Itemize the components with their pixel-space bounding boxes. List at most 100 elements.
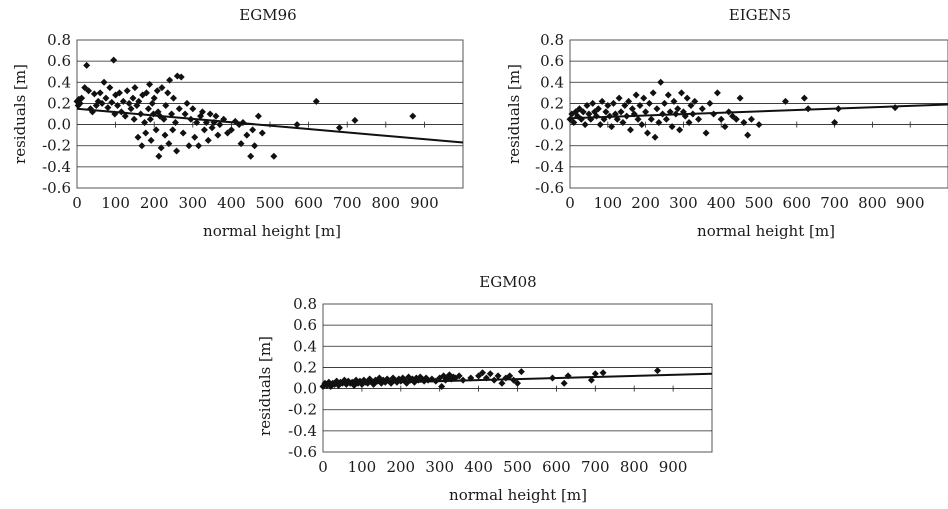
data-point bbox=[609, 99, 617, 107]
x-tick-label: 0 bbox=[318, 458, 328, 476]
data-point bbox=[606, 112, 614, 120]
x-tick-label: 500 bbox=[256, 194, 285, 212]
data-point bbox=[482, 374, 490, 382]
data-point bbox=[98, 99, 106, 107]
data-point bbox=[90, 90, 98, 98]
data-point bbox=[585, 110, 593, 118]
x-tick-label: 800 bbox=[371, 194, 400, 212]
data-point bbox=[270, 152, 278, 160]
data-point bbox=[587, 115, 595, 123]
data-point bbox=[651, 133, 659, 141]
data-point bbox=[169, 126, 177, 134]
data-point bbox=[455, 372, 463, 380]
data-point bbox=[206, 110, 214, 118]
x-tick-label: 100 bbox=[101, 194, 130, 212]
data-point bbox=[634, 115, 642, 123]
data-point bbox=[131, 84, 139, 92]
data-point bbox=[831, 118, 839, 126]
x-tick-label: 500 bbox=[503, 458, 532, 476]
data-point bbox=[114, 102, 122, 110]
data-point bbox=[254, 112, 262, 120]
data-point bbox=[587, 376, 595, 384]
x-tick-label: 400 bbox=[217, 194, 246, 212]
data-point bbox=[494, 372, 502, 380]
data-point bbox=[134, 133, 142, 141]
data-point bbox=[293, 121, 301, 129]
data-point bbox=[335, 124, 343, 132]
y-tick-label: 0.8 bbox=[540, 31, 564, 49]
data-point bbox=[681, 112, 689, 120]
data-point bbox=[689, 110, 697, 118]
y-tick-label: -0.2 bbox=[288, 401, 317, 419]
data-point bbox=[662, 115, 670, 123]
data-point bbox=[592, 112, 600, 120]
data-point bbox=[76, 99, 84, 107]
data-point bbox=[231, 117, 239, 125]
data-point bbox=[183, 99, 191, 107]
data-point bbox=[251, 142, 259, 150]
x-tick-label: 700 bbox=[333, 194, 362, 212]
x-tick-label: 400 bbox=[707, 194, 736, 212]
data-point bbox=[409, 112, 417, 120]
data-point bbox=[173, 147, 181, 155]
plot-area bbox=[76, 39, 464, 189]
data-point bbox=[137, 110, 145, 118]
y-tick-label: -0.6 bbox=[42, 179, 71, 197]
data-point bbox=[630, 110, 638, 118]
data-point bbox=[239, 118, 247, 126]
chart-panel-egm08: EGM08 residuals [m] normal height [m] -0… bbox=[256, 273, 713, 504]
data-point bbox=[579, 108, 587, 116]
y-tick-label: 0.6 bbox=[47, 52, 71, 70]
data-point bbox=[564, 372, 572, 380]
y-tick-label: 0.6 bbox=[540, 52, 564, 70]
data-point bbox=[632, 91, 640, 99]
data-point bbox=[732, 115, 740, 123]
data-point bbox=[517, 368, 525, 376]
x-tick-label: 300 bbox=[178, 194, 207, 212]
data-point bbox=[638, 121, 646, 129]
data-point bbox=[78, 94, 86, 102]
data-point bbox=[164, 89, 172, 97]
data-point bbox=[604, 102, 612, 110]
x-tick-label: 600 bbox=[782, 194, 811, 212]
data-point bbox=[127, 105, 135, 113]
data-point bbox=[155, 152, 163, 160]
data-point bbox=[506, 372, 514, 380]
x-tick-label: 700 bbox=[581, 458, 610, 476]
data-point bbox=[141, 118, 149, 126]
data-point bbox=[755, 121, 763, 129]
y-tick-label: -0.4 bbox=[42, 158, 71, 176]
data-point bbox=[498, 379, 506, 387]
data-point bbox=[619, 118, 627, 126]
x-tick-label: 0 bbox=[565, 194, 575, 212]
data-point bbox=[158, 84, 166, 92]
data-point bbox=[83, 61, 91, 69]
y-tick-label: 0.0 bbox=[293, 380, 317, 398]
data-point bbox=[237, 140, 245, 148]
y-tick-label: 0.8 bbox=[293, 295, 317, 313]
data-point bbox=[490, 376, 498, 384]
x-tick-label: 900 bbox=[410, 194, 439, 212]
data-point bbox=[685, 118, 693, 126]
data-point bbox=[187, 115, 195, 123]
data-point bbox=[142, 89, 150, 97]
data-point bbox=[204, 136, 212, 144]
x-tick-label: 300 bbox=[669, 194, 698, 212]
data-point bbox=[710, 110, 718, 118]
data-point bbox=[628, 105, 636, 113]
data-point bbox=[670, 97, 678, 105]
data-point bbox=[664, 91, 672, 99]
data-point bbox=[258, 129, 266, 137]
data-point bbox=[467, 374, 475, 382]
y-tick-label: -0.2 bbox=[535, 137, 564, 155]
data-point bbox=[227, 126, 235, 134]
data-point bbox=[642, 108, 650, 116]
data-point bbox=[193, 118, 201, 126]
data-point bbox=[146, 115, 154, 123]
data-point bbox=[589, 99, 597, 107]
data-point bbox=[647, 115, 655, 123]
data-point bbox=[111, 110, 119, 118]
data-point bbox=[659, 110, 667, 118]
data-point bbox=[672, 110, 680, 118]
